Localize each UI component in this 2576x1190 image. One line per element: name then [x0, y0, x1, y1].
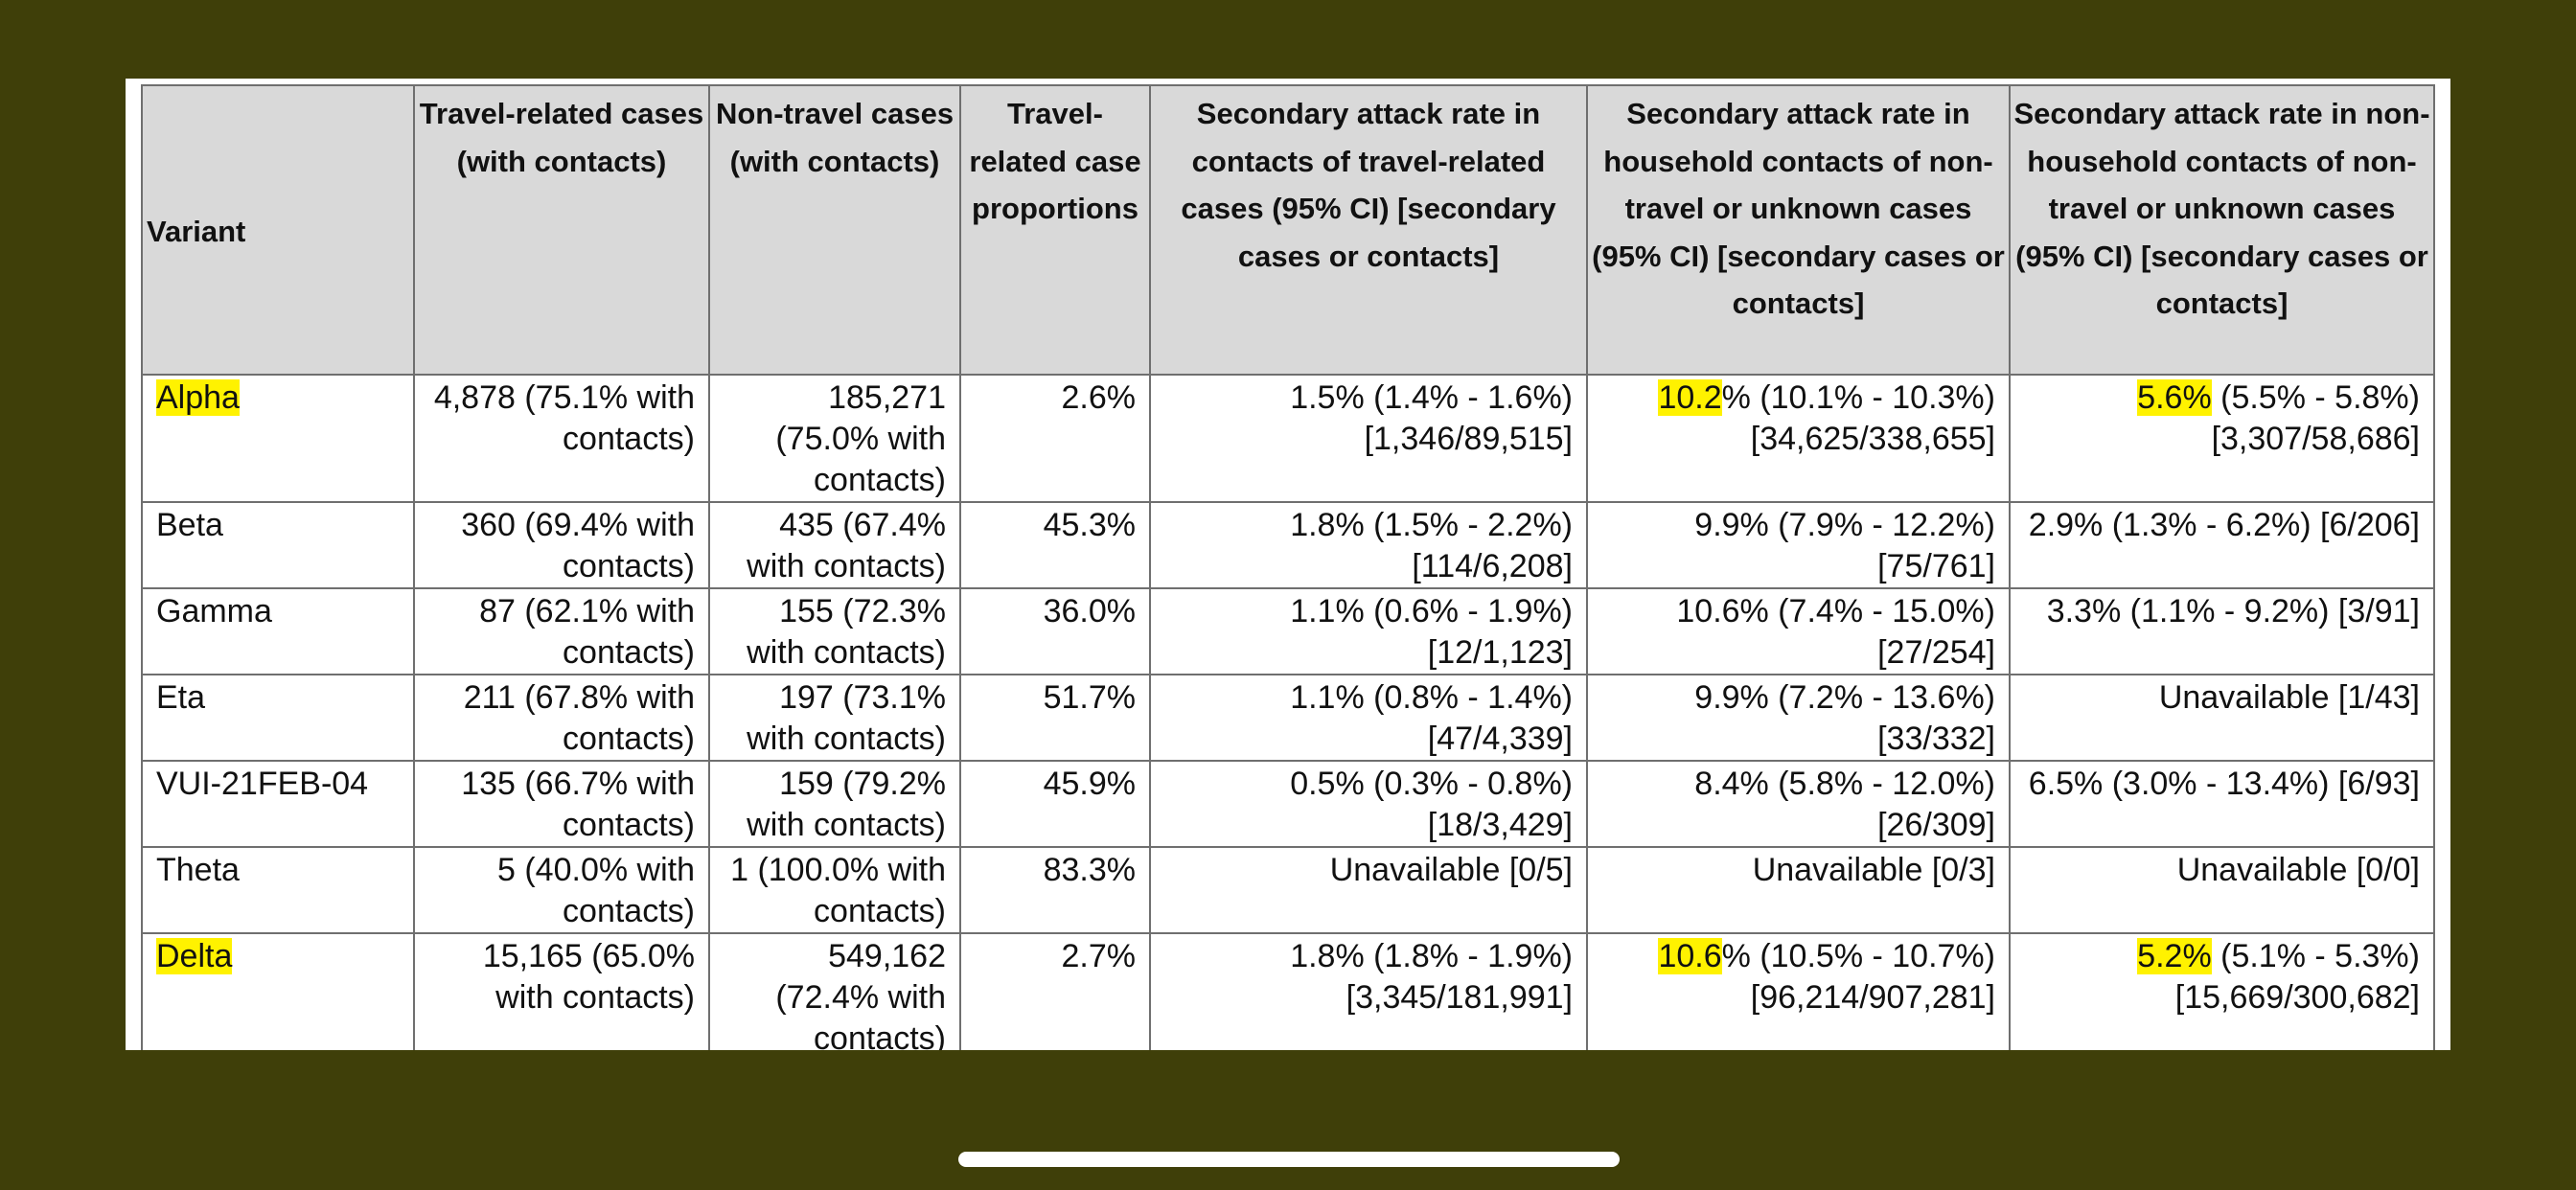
header-nontravel-cases: Non-travel cases (with contacts): [708, 84, 961, 376]
highlight-mark: Alpha: [156, 379, 240, 416]
sar-travel-cell: 1.8% (1.5% - 2.2%) [114/6,208]: [1149, 501, 1588, 589]
nontravel-cases-cell: 155 (72.3% with contacts): [708, 587, 961, 675]
variant-cell: VUI-21FEB-04: [141, 760, 415, 848]
sar-nonhousehold-cell: 5.6% (5.5% - 5.8%) [3,307/58,686]: [2009, 374, 2435, 503]
travel-cases-cell: 360 (69.4% with contacts): [413, 501, 710, 589]
variant-cell: Eta: [141, 674, 415, 762]
sar-travel-cell: Unavailable [0/5]: [1149, 846, 1588, 934]
header-row: Variant Travel-related cases (with conta…: [141, 84, 2435, 376]
sar-household-cell: 8.4% (5.8% - 12.0%) [26/309]: [1586, 760, 2011, 848]
travel-proportion-cell: 2.7%: [959, 932, 1151, 1050]
highlight-mark: Delta: [156, 938, 233, 974]
document-page: Variant Travel-related cases (with conta…: [126, 79, 2450, 1050]
header-travel-cases: Travel-related cases (with contacts): [413, 84, 710, 376]
travel-cases-cell: 211 (67.8% with contacts): [413, 674, 710, 762]
sar-travel-cell: 1.5% (1.4% - 1.6%) [1,346/89,515]: [1149, 374, 1588, 503]
highlight-mark: 5.6%: [2137, 379, 2212, 416]
highlight-mark: 5.2%: [2137, 938, 2212, 974]
sar-travel-cell: 1.8% (1.8% - 1.9%) [3,345/181,991]: [1149, 932, 1588, 1050]
table-row: Gamma 87 (62.1% with contacts) 155 (72.3…: [141, 587, 2435, 675]
sar-travel-cell: 1.1% (0.6% - 1.9%) [12/1,123]: [1149, 587, 1588, 675]
travel-proportion-cell: 45.9%: [959, 760, 1151, 848]
variant-secondary-attack-table: Variant Travel-related cases (with conta…: [141, 84, 2435, 1050]
sar-nonhousehold-text: (5.1% - 5.3%) [15,669/300,682]: [2174, 938, 2420, 1016]
sar-household-cell: 10.6% (10.5% - 10.7%) [96,214/907,281]: [1586, 932, 2011, 1050]
header-sar-nonhousehold: Secondary attack rate in non-household c…: [2009, 84, 2435, 376]
travel-cases-cell: 4,878 (75.1% with contacts): [413, 374, 710, 503]
variant-cell: Gamma: [141, 587, 415, 675]
travel-cases-cell: 15,165 (65.0% with contacts): [413, 932, 710, 1050]
travel-proportion-cell: 2.6%: [959, 374, 1151, 503]
header-travel-proportion: Travel-related case proportions: [959, 84, 1151, 376]
travel-cases-cell: 5 (40.0% with contacts): [413, 846, 710, 934]
sar-household-text: % (10.1% - 10.3%) [34,625/338,655]: [1721, 379, 1995, 457]
table-row: Theta 5 (40.0% with contacts) 1 (100.0% …: [141, 846, 2435, 934]
variant-cell: Alpha: [141, 374, 415, 503]
table-row: Delta 15,165 (65.0% with contacts) 549,1…: [141, 932, 2435, 1050]
home-indicator[interactable]: [958, 1152, 1620, 1167]
variant-cell: Theta: [141, 846, 415, 934]
sar-nonhousehold-cell: 6.5% (3.0% - 13.4%) [6/93]: [2009, 760, 2435, 848]
variant-cell: Delta: [141, 932, 415, 1050]
travel-proportion-cell: 45.3%: [959, 501, 1151, 589]
travel-cases-cell: 87 (62.1% with contacts): [413, 587, 710, 675]
travel-proportion-cell: 83.3%: [959, 846, 1151, 934]
sar-nonhousehold-text: (5.5% - 5.8%) [3,307/58,686]: [2211, 379, 2420, 457]
variant-cell: Beta: [141, 501, 415, 589]
travel-proportion-cell: 51.7%: [959, 674, 1151, 762]
nontravel-cases-cell: 185,271 (75.0% with contacts): [708, 374, 961, 503]
highlight-mark: 10.2: [1658, 379, 1722, 416]
table-row: Eta 211 (67.8% with contacts) 197 (73.1%…: [141, 674, 2435, 762]
sar-household-cell: 10.2% (10.1% - 10.3%) [34,625/338,655]: [1586, 374, 2011, 503]
nontravel-cases-cell: 1 (100.0% with contacts): [708, 846, 961, 934]
header-sar-travel: Secondary attack rate in contacts of tra…: [1149, 84, 1588, 376]
sar-nonhousehold-cell: 3.3% (1.1% - 9.2%) [3/91]: [2009, 587, 2435, 675]
table-row: Beta 360 (69.4% with contacts) 435 (67.4…: [141, 501, 2435, 589]
travel-cases-cell: 135 (66.7% with contacts): [413, 760, 710, 848]
nontravel-cases-cell: 197 (73.1% with contacts): [708, 674, 961, 762]
header-sar-household: Secondary attack rate in household conta…: [1586, 84, 2011, 376]
sar-nonhousehold-cell: 5.2% (5.1% - 5.3%) [15,669/300,682]: [2009, 932, 2435, 1050]
nontravel-cases-cell: 435 (67.4% with contacts): [708, 501, 961, 589]
highlight-mark: 10.6: [1658, 938, 1722, 974]
table-row: Alpha 4,878 (75.1% with contacts) 185,27…: [141, 374, 2435, 503]
travel-proportion-cell: 36.0%: [959, 587, 1151, 675]
sar-household-cell: 10.6% (7.4% - 15.0%) [27/254]: [1586, 587, 2011, 675]
nontravel-cases-cell: 159 (79.2% with contacts): [708, 760, 961, 848]
nontravel-cases-cell: 549,162 (72.4% with contacts): [708, 932, 961, 1050]
sar-household-text: % (10.5% - 10.7%) [96,214/907,281]: [1721, 938, 1995, 1016]
sar-household-cell: Unavailable [0/3]: [1586, 846, 2011, 934]
sar-travel-cell: 0.5% (0.3% - 0.8%) [18/3,429]: [1149, 760, 1588, 848]
sar-nonhousehold-cell: Unavailable [0/0]: [2009, 846, 2435, 934]
sar-nonhousehold-cell: Unavailable [1/43]: [2009, 674, 2435, 762]
sar-household-cell: 9.9% (7.2% - 13.6%) [33/332]: [1586, 674, 2011, 762]
table-row: VUI-21FEB-04 135 (66.7% with contacts) 1…: [141, 760, 2435, 848]
sar-travel-cell: 1.1% (0.8% - 1.4%) [47/4,339]: [1149, 674, 1588, 762]
header-variant: Variant: [141, 84, 415, 376]
sar-household-cell: 9.9% (7.9% - 12.2%) [75/761]: [1586, 501, 2011, 589]
sar-nonhousehold-cell: 2.9% (1.3% - 6.2%) [6/206]: [2009, 501, 2435, 589]
